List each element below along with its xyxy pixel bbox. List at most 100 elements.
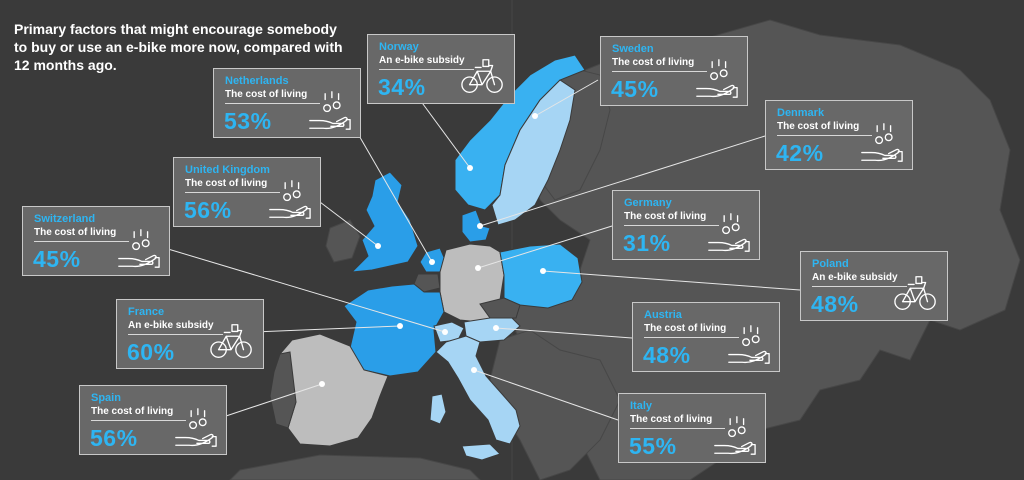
card-norway: Norway An e-bike subsidy 34%	[367, 34, 515, 104]
card-percentage: 56%	[184, 197, 232, 223]
marker-italy	[471, 367, 477, 373]
marker-sweden	[532, 113, 538, 119]
card-united-kingdom: United Kingdom The cost of living 56%	[173, 157, 321, 227]
coins-hand-icon	[309, 91, 351, 130]
card-country: Italy	[630, 400, 653, 412]
land-africa	[229, 454, 481, 480]
card-germany: Germany The cost of living 31%	[612, 190, 760, 260]
marker-france	[397, 323, 403, 329]
card-divider	[624, 225, 719, 226]
card-country: Denmark	[777, 107, 825, 119]
marker-netherlands	[429, 259, 435, 265]
leader-line-france	[253, 325, 401, 333]
leader-line-sweden	[534, 79, 599, 117]
marker-austria	[493, 325, 499, 331]
card-divider	[128, 334, 223, 335]
card-factor: The cost of living	[624, 211, 707, 222]
marker-poland	[540, 268, 546, 274]
card-sweden: Sweden The cost of living 45%	[600, 36, 748, 106]
card-percentage: 55%	[629, 433, 677, 459]
marker-switzerland	[442, 329, 448, 335]
card-percentage: 31%	[623, 230, 671, 256]
card-country: United Kingdom	[185, 164, 270, 176]
card-percentage: 53%	[224, 108, 272, 134]
card-divider	[812, 286, 907, 287]
map-united-kingdom	[350, 171, 419, 273]
leader-line-denmark	[479, 135, 766, 227]
card-percentage: 42%	[776, 140, 824, 166]
map-denmark	[461, 209, 491, 243]
card-percentage: 56%	[90, 425, 138, 451]
leader-line-germany	[477, 225, 613, 269]
card-country: Sweden	[612, 43, 654, 55]
card-percentage: 34%	[378, 74, 426, 100]
bicycle-icon	[894, 276, 936, 311]
leader-lines	[157, 79, 801, 421]
bicycle-icon	[210, 324, 252, 359]
bicycle-icon	[461, 59, 503, 94]
leader-line-poland	[542, 270, 801, 291]
coins-hand-icon	[861, 123, 903, 162]
card-factor: An e-bike subsidy	[379, 55, 465, 66]
card-denmark: Denmark The cost of living 42%	[765, 100, 913, 170]
card-country: Netherlands	[225, 75, 289, 87]
card-france: France An e-bike subsidy 60%	[116, 299, 264, 369]
card-country: Poland	[812, 258, 849, 270]
card-divider	[612, 71, 707, 72]
page-title: Primary factors that might encourage som…	[14, 21, 343, 73]
card-percentage: 48%	[643, 342, 691, 368]
land-ireland	[325, 219, 361, 263]
leader-line-switzerland	[157, 245, 446, 333]
leader-line-norway	[419, 99, 471, 169]
card-spain: Spain The cost of living 56%	[79, 385, 227, 455]
card-country: Norway	[379, 41, 419, 53]
card-percentage: 45%	[611, 76, 659, 102]
card-factor: The cost of living	[630, 414, 713, 425]
map-markers	[319, 113, 546, 387]
marker-norway	[467, 165, 473, 171]
coins-hand-icon	[708, 213, 750, 252]
leader-line-spain	[213, 383, 323, 421]
card-divider	[777, 135, 872, 136]
card-factor: The cost of living	[225, 89, 308, 100]
card-divider	[630, 428, 725, 429]
card-italy: Italy The cost of living 55%	[618, 393, 766, 463]
card-country: France	[128, 306, 165, 318]
card-factor: The cost of living	[644, 323, 727, 334]
map-poland	[499, 243, 583, 309]
map-portugal	[269, 351, 297, 429]
leader-line-austria	[495, 327, 633, 339]
coins-hand-icon	[714, 416, 756, 455]
card-factor: An e-bike subsidy	[128, 320, 214, 331]
card-divider	[91, 420, 186, 421]
card-factor: An e-bike subsidy	[812, 272, 898, 283]
card-factor: The cost of living	[34, 227, 117, 238]
card-factor: The cost of living	[185, 178, 268, 189]
card-switzerland: Switzerland The cost of living 45%	[22, 206, 170, 276]
coins-hand-icon	[269, 180, 311, 219]
card-factor: The cost of living	[777, 121, 860, 132]
coins-hand-icon	[175, 408, 217, 447]
card-divider	[225, 103, 320, 104]
card-netherlands: Netherlands The cost of living 53%	[213, 68, 361, 138]
map-switzerland	[433, 321, 465, 343]
map-sicily	[461, 443, 501, 461]
card-country: Austria	[644, 309, 682, 321]
card-percentage: 48%	[811, 291, 859, 317]
map-italy	[435, 335, 521, 445]
card-country: Spain	[91, 392, 121, 404]
marker-germany	[475, 265, 481, 271]
marker-united-kingdom	[375, 243, 381, 249]
map-sweden	[491, 79, 576, 226]
coins-hand-icon	[118, 229, 160, 268]
card-divider	[185, 192, 280, 193]
marker-denmark	[477, 223, 483, 229]
card-poland: Poland An e-bike subsidy 48%	[800, 251, 948, 321]
card-country: Switzerland	[34, 213, 96, 225]
marker-spain	[319, 381, 325, 387]
card-divider	[644, 337, 739, 338]
card-percentage: 60%	[127, 339, 175, 365]
card-country: Germany	[624, 197, 672, 209]
map-belgium	[413, 273, 441, 293]
